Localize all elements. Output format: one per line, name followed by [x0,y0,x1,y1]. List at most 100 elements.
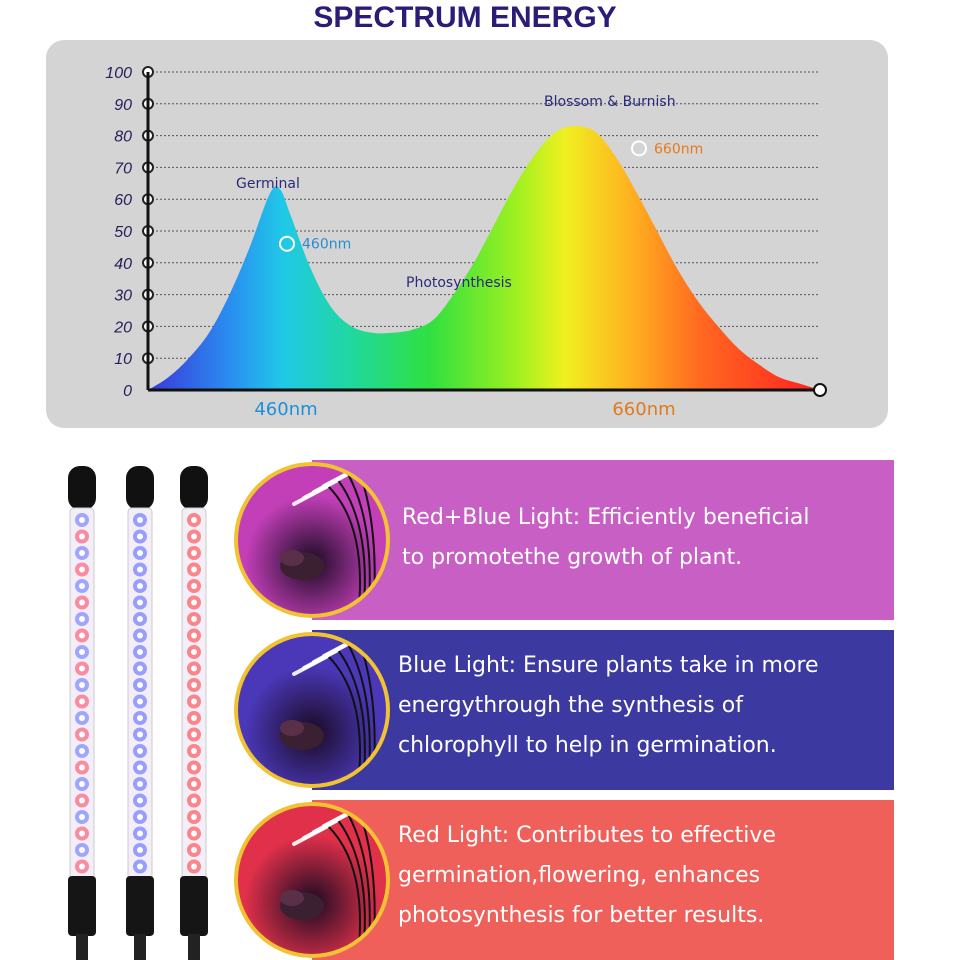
lamp-cap [68,466,96,510]
x-axis-end-marker [813,383,827,397]
x-axis-label: 460nm [254,399,317,420]
lamp-base [126,876,154,936]
led [137,764,143,771]
y-tick-label: 10 [114,351,132,368]
lamp-arm [327,485,361,614]
led [79,682,85,688]
spectrum-area [148,126,820,390]
led [137,781,143,787]
info-panel-background [312,460,894,620]
led [137,748,143,754]
y-tick-label: 60 [114,192,132,209]
lamp-arm [337,649,366,784]
led [137,698,143,705]
lamp-cap [126,466,154,510]
led [137,632,143,639]
led [79,847,85,853]
led [79,649,85,655]
y-tick-label: 30 [114,288,132,305]
info-panel-blue: Blue Light: Ensure plants take in more e… [232,630,894,790]
page-title: SPECTRUM ENERGY [313,1,617,34]
plant-lamp-illustration [280,466,376,614]
lamp-neck [76,934,88,960]
led [137,583,143,589]
led [79,517,85,523]
led [79,616,85,622]
led [191,550,197,556]
led [191,649,197,655]
lamp-arm [327,825,361,954]
lamp-arm [337,479,366,614]
plant-leaf [280,890,304,906]
led [137,616,143,622]
led [191,533,197,540]
led [191,731,197,738]
lamp-neck [188,934,200,960]
led [191,797,197,804]
led [137,830,143,837]
marker-660nm [631,140,647,157]
plant-leaf [280,550,304,566]
lamp-base [68,876,96,936]
info-panel-red: Red Light: Contributes to effective germ… [232,800,894,960]
led [79,533,85,540]
plant-lamp-illustration [280,806,376,954]
led [191,863,197,870]
led [79,781,85,787]
lamp-arm [337,819,366,954]
led [191,583,197,589]
led [79,797,85,804]
lamp-bar-blue [126,466,154,960]
led [137,566,143,573]
annotation-460nm: 460nm [302,237,351,253]
led [79,566,85,573]
led [137,847,143,853]
y-tick-label: 20 [113,319,132,336]
plant-lamp-illustration [280,636,376,784]
led [79,764,85,771]
led [79,665,85,672]
led [191,781,197,787]
led [191,748,197,754]
info-panel-background [312,630,894,790]
led [137,863,143,870]
y-tick-label: 70 [114,160,132,177]
lamp-bar-red [180,466,208,960]
led [79,583,85,589]
y-tick-label: 90 [114,97,132,114]
led [79,830,85,837]
y-tick-label: 100 [105,65,132,82]
annotation-660nm: 660nm [654,141,703,157]
y-tick-label: 80 [114,129,132,146]
annotation-blossom: Blossom & Burnish [544,94,676,110]
led [137,599,143,606]
led [137,533,143,540]
led [137,731,143,738]
led [137,715,143,721]
led [79,599,85,606]
led [137,682,143,688]
y-tick-label: 40 [114,256,132,273]
led [191,616,197,622]
lamp-arm [327,655,361,784]
info-panel-background [312,800,894,960]
led [191,682,197,688]
annotation-photosynthesis: Photosynthesis [406,275,512,291]
marker-460nm [279,235,295,252]
info-panel-text: Blue Light: Ensure plants take in more e… [398,653,819,758]
led [191,830,197,837]
annotation-germinal: Germinal [236,176,300,192]
info-panel-text: Red Light: Contributes to effective germ… [398,823,776,928]
y-tick-label: 0 [123,383,132,400]
led [191,764,197,771]
led [191,665,197,672]
led [79,748,85,754]
led [191,698,197,705]
led [79,814,85,820]
spectrum-chart-panel: 0 10 20 30 40 50 60 70 80 90 100 460nm 660nm Germina… [46,40,888,428]
led [191,814,197,820]
plant-photo-circle [234,462,390,618]
led [79,863,85,870]
plant-leaf [280,720,304,736]
led [191,632,197,639]
